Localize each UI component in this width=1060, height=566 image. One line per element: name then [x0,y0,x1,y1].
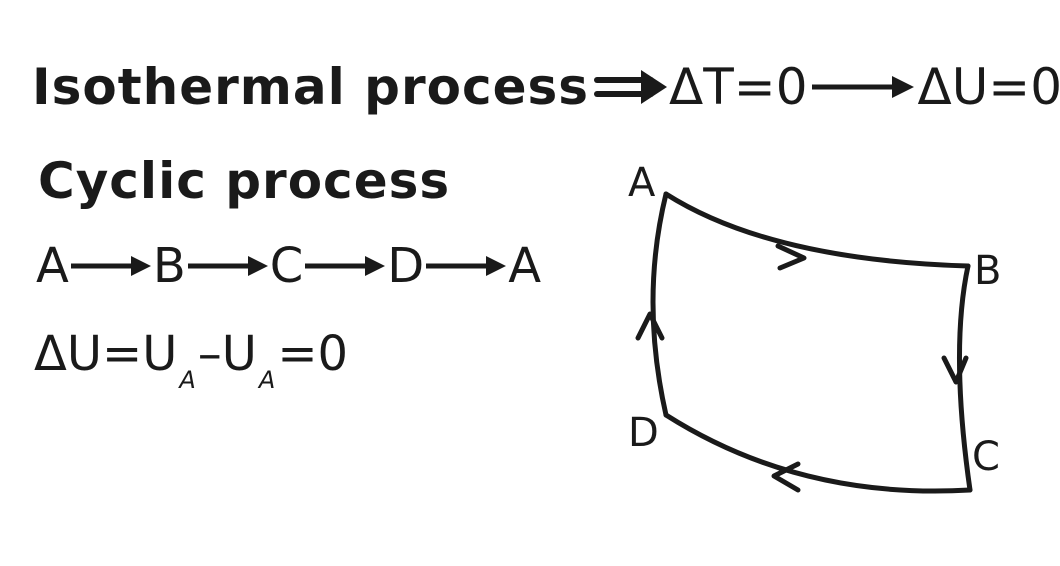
result-delta-u: ΔU=0 [917,58,1060,116]
edge-d-a [650,191,669,418]
vertex-label-a: A [628,160,656,206]
arrowhead-a-b-icon [775,243,807,271]
condition-delta-t: ΔT=0 [669,58,808,116]
isothermal-label: Isothermal process [32,58,590,116]
vertex-label-b: B [974,248,1001,294]
arrowhead-c-d-icon [771,461,801,493]
vertex-label-d: D [628,410,659,456]
right-arrow-icon [187,256,268,276]
edge-c-d [663,412,973,494]
cycle-sequence: A B C D A [36,242,541,290]
right-arrow-icon [70,256,151,276]
sequence-node-c: C [269,238,304,294]
internal-energy-equation: ΔU=U A –U A =0 [34,326,349,392]
energy-mid: –U [197,326,257,382]
sequence-node-b: B [152,238,186,294]
arrowhead-d-a-icon [635,311,665,341]
cycle-diagram: A B C D [628,160,1001,494]
sequence-node-d: D [387,238,425,294]
edge-b-c [957,263,973,493]
implies-arrow-icon [594,70,668,104]
edge-a-b [663,191,971,269]
right-arrow-icon [305,256,386,276]
sequence-node-a: A [36,238,69,294]
cyclic-title: Cyclic process [38,152,451,210]
isothermal-statement: Isothermal process ΔT=0 ΔU=0 [32,62,1060,112]
sequence-node-a-end: A [508,238,542,294]
energy-lhs: ΔU=U [34,326,178,382]
energy-rhs: =0 [277,326,349,382]
arrowhead-b-c-icon [941,355,969,385]
right-arrow-icon [811,76,914,98]
energy-subscript-2: A [258,366,276,394]
energy-subscript-1: A [179,366,196,394]
vertex-label-c: C [972,434,1000,480]
right-arrow-icon [426,256,507,276]
